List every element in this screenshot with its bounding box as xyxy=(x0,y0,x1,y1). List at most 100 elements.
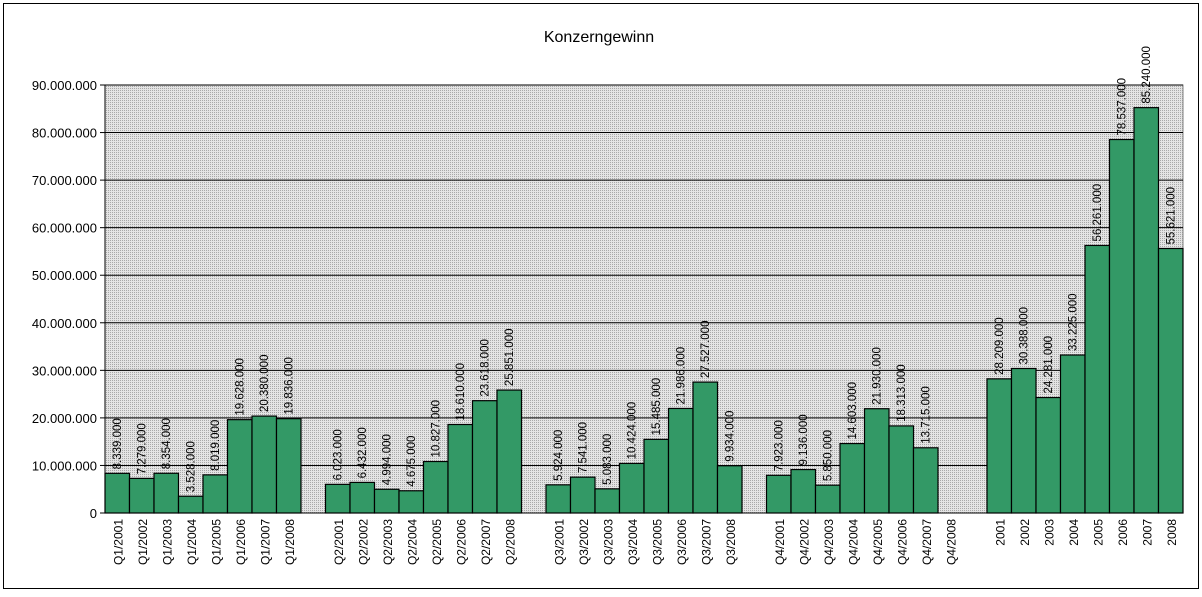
y-tick-label: 40.000.000 xyxy=(32,316,97,331)
chart-title: Konzerngewinn xyxy=(544,29,654,46)
bar xyxy=(765,474,792,514)
gridlines xyxy=(105,84,1183,466)
data-label: 5.924.000 xyxy=(553,430,565,481)
bar xyxy=(153,472,180,514)
x-tick-label: Q2/2004 xyxy=(405,519,419,565)
x-tick-label: Q4/2008 xyxy=(944,519,958,565)
x-axis: Q1/2001 Q1/2002 Q1/2003 Q1/2004 Q1/2005 Q1/20… xyxy=(105,512,1183,565)
data-label: 7.923.000 xyxy=(774,420,786,471)
bar xyxy=(643,438,670,514)
data-label: 8.019.000 xyxy=(210,420,222,471)
data-label: 33.225.000 xyxy=(1068,293,1080,351)
bar xyxy=(275,418,302,514)
bar xyxy=(618,462,645,514)
x-tick-label: Q2/2008 xyxy=(503,519,517,565)
bar xyxy=(398,490,425,514)
y-tick-label: 90.000.000 xyxy=(32,78,97,93)
y-tick-label: 60.000.000 xyxy=(32,221,97,236)
y-tick-label: 80.000.000 xyxy=(32,126,97,141)
bar xyxy=(790,468,817,514)
data-label: 19.836.000 xyxy=(284,357,296,415)
bar xyxy=(349,481,376,514)
data-label: 15.485.000 xyxy=(651,378,663,436)
data-label: 8.339.000 xyxy=(112,418,124,469)
x-tick-label: Q2/2003 xyxy=(381,519,395,565)
data-label: 55.621.000 xyxy=(1166,187,1178,245)
x-tick-label: 2002 xyxy=(1018,519,1032,546)
bar xyxy=(202,474,229,514)
x-tick-label: Q3/2003 xyxy=(601,519,615,565)
bars xyxy=(104,107,1184,514)
data-label: 20.380.000 xyxy=(259,355,271,413)
x-tick-label: Q4/2003 xyxy=(822,519,836,565)
bar xyxy=(226,419,253,514)
data-label: 18.610.000 xyxy=(455,363,467,421)
x-tick-label: 2001 xyxy=(993,519,1007,546)
data-label: 18.313.000 xyxy=(896,364,908,422)
bar xyxy=(128,477,155,514)
bar xyxy=(1108,138,1135,514)
y-tick-label: 0 xyxy=(90,506,97,521)
x-tick-label: Q2/2001 xyxy=(332,519,346,565)
data-label: 30.388.000 xyxy=(1019,307,1031,365)
data-label: 9.136.000 xyxy=(798,414,810,465)
x-tick-label: Q3/2008 xyxy=(724,519,738,565)
bar xyxy=(1157,247,1184,514)
bar xyxy=(422,460,449,514)
data-label: 23.618.000 xyxy=(480,339,492,397)
x-tick-label: Q3/2002 xyxy=(577,519,591,565)
data-label: 5.083.000 xyxy=(602,434,614,485)
x-tick-label: Q3/2007 xyxy=(699,519,713,565)
data-label: 25.851.000 xyxy=(504,329,516,387)
x-tick-label: Q1/2007 xyxy=(258,519,272,565)
data-label: 21.986.000 xyxy=(676,347,688,405)
y-tick-label: 30.000.000 xyxy=(32,363,97,378)
x-tick-label: Q2/2005 xyxy=(430,519,444,565)
bar xyxy=(324,483,351,514)
bar xyxy=(496,389,523,514)
data-label: 6.432.000 xyxy=(357,427,369,478)
x-tick-label: Q1/2005 xyxy=(209,519,223,565)
bar xyxy=(667,407,694,514)
data-label: 85.240.000 xyxy=(1141,46,1153,104)
y-axis: 0 10.000.000 20.000.000 30.000.000 40.000.00… xyxy=(32,78,106,521)
y-tick-label: 10.000.000 xyxy=(32,458,97,473)
bar xyxy=(251,415,278,514)
x-tick-label: Q1/2004 xyxy=(185,519,199,565)
x-tick-label: Q3/2004 xyxy=(626,519,640,565)
data-label: 28.209.000 xyxy=(994,317,1006,375)
x-tick-label: Q1/2003 xyxy=(160,519,174,565)
x-tick-label: Q4/2002 xyxy=(797,519,811,565)
x-tick-label: 2003 xyxy=(1042,519,1056,546)
y-tick-label: 70.000.000 xyxy=(32,173,97,188)
bar xyxy=(373,488,400,514)
bar xyxy=(104,472,131,514)
x-tick-label: Q4/2006 xyxy=(895,519,909,565)
data-label: 27.527.000 xyxy=(700,321,712,379)
x-tick-label: 2008 xyxy=(1165,519,1179,546)
bar xyxy=(912,447,939,514)
bar xyxy=(863,408,890,514)
y-tick-label: 20.000.000 xyxy=(32,411,97,426)
data-label: 19.628.000 xyxy=(235,358,247,416)
x-tick-label: Q3/2005 xyxy=(650,519,664,565)
bar xyxy=(594,488,621,514)
x-tick-label: Q4/2001 xyxy=(773,519,787,565)
bar xyxy=(177,495,204,514)
data-label: 7.279.000 xyxy=(137,423,149,474)
x-tick-label: Q4/2004 xyxy=(846,519,860,565)
data-label: 10.424.000 xyxy=(627,402,639,460)
data-label: 56.261.000 xyxy=(1092,184,1104,242)
x-tick-label: Q3/2001 xyxy=(552,519,566,565)
bar xyxy=(1035,396,1062,514)
x-tick-label: Q2/2007 xyxy=(479,519,493,565)
bar xyxy=(569,476,596,514)
y-tick-label: 50.000.000 xyxy=(32,268,97,283)
data-label: 21.930.000 xyxy=(872,347,884,405)
bar xyxy=(1133,107,1160,514)
data-label: 7.541.000 xyxy=(578,422,590,473)
x-tick-label: 2005 xyxy=(1091,519,1105,546)
bar xyxy=(814,484,841,514)
